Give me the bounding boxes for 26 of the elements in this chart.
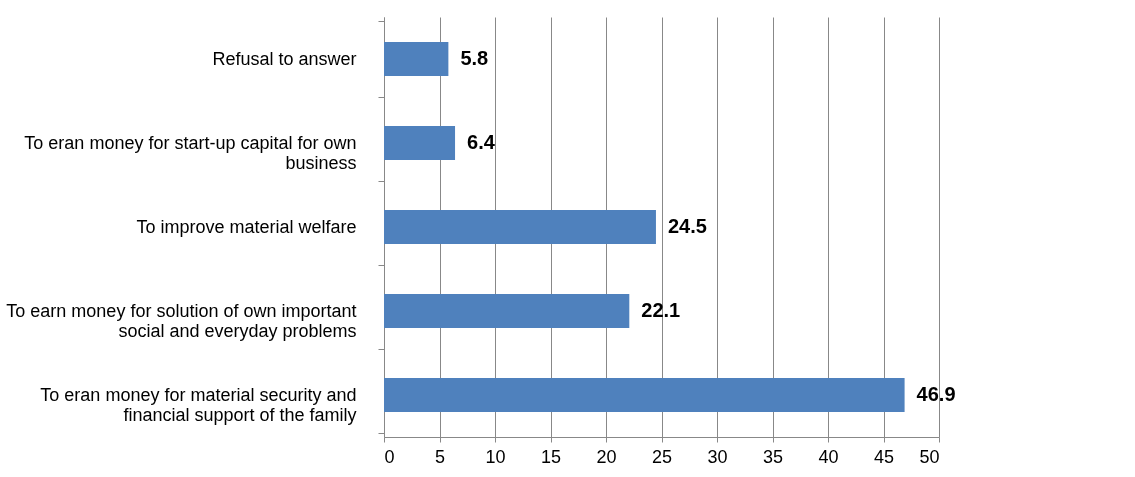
bar [384, 210, 656, 244]
data-label: 22.1 [641, 299, 681, 321]
bar [384, 378, 905, 412]
x-tick-label: 45 [873, 446, 895, 467]
x-tick-label: 0 [384, 446, 395, 467]
x-tick-label: 40 [818, 446, 839, 467]
x-tick-label: 20 [596, 446, 617, 467]
y-tick-label: To eran money for material security and financial support of the family [40, 384, 357, 425]
data-label: 24.5 [667, 215, 707, 237]
x-tick-label: 30 [707, 446, 728, 467]
x-tick-label: 15 [540, 446, 562, 467]
data-label: 46.9 [916, 383, 956, 405]
x-tick-label: 5 [434, 446, 446, 467]
data-label: 6.4 [467, 131, 496, 153]
x-tick-label: 10 [485, 446, 506, 467]
bar [384, 42, 449, 76]
x-tick-label: 25 [651, 446, 673, 467]
y-tick-label: To improve material welfare [136, 216, 357, 237]
y-tick-label: To eran money for start-up capital for own business [24, 132, 357, 173]
y-tick-label: To earn money for solution of own important social and everyday problems [6, 300, 357, 341]
bar [384, 126, 456, 160]
x-tick-label: 35 [762, 446, 784, 467]
x-tick-label: 50 [919, 446, 940, 467]
bar [384, 294, 630, 328]
y-tick-label: Refusal to answer [212, 48, 357, 69]
data-label: 5.8 [460, 47, 489, 69]
